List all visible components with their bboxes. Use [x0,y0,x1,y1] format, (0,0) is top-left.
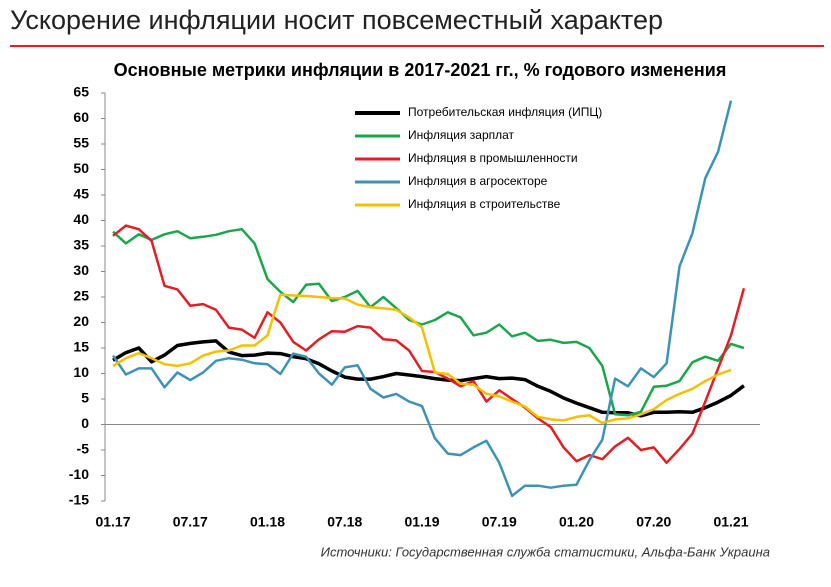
legend-label: Инфляция зарплат [408,128,515,142]
y-tick-label: 30 [73,262,89,278]
y-tick-label: 25 [73,288,89,304]
y-tick-label: 40 [73,211,89,227]
legend-label: Инфляция в агросекторе [408,174,548,188]
x-tick-label: 01.17 [95,514,130,530]
slide-title: Ускорение инфляции носит повсеместный ха… [10,5,663,35]
series-line [112,293,732,425]
series-line [111,100,733,498]
y-tick-label: 15 [73,339,89,355]
y-tick-label: 60 [73,109,89,125]
x-tick-label: 01.20 [559,514,594,530]
y-tick-label: 35 [73,237,89,253]
x-tick-label: 07.17 [173,514,208,530]
y-tick-label: 5 [81,390,89,406]
series-line [112,224,746,465]
y-tick-label: 0 [81,415,89,431]
series-line [112,227,745,417]
x-tick-label: 07.20 [636,514,671,530]
y-tick-label: 20 [73,313,89,329]
y-tick-label: -15 [69,492,89,508]
x-tick-label: 01.19 [404,514,439,530]
legend-label: Инфляция в строительстве [408,197,561,211]
source: Источники: Государственная служба статис… [321,544,770,559]
legend-label: Инфляция в промышленности [408,151,578,165]
y-tick-label: 10 [73,364,89,380]
y-tick-label: 45 [73,186,89,202]
chart-title: Основные метрики инфляции в 2017-2021 гг… [114,60,727,80]
x-tick-label: 01.18 [250,514,285,530]
x-tick-label: 07.18 [327,514,362,530]
x-tick-label: 01.21 [713,514,748,530]
legend-label: Потребительская инфляция (ИПЦ) [408,105,602,119]
y-tick-label: 55 [73,135,89,151]
y-tick-label: -5 [77,441,90,457]
y-tick-label: -10 [69,466,89,482]
x-tick-label: 07.19 [482,514,517,530]
y-tick-label: 50 [73,160,89,176]
y-tick-label: 65 [73,84,89,100]
